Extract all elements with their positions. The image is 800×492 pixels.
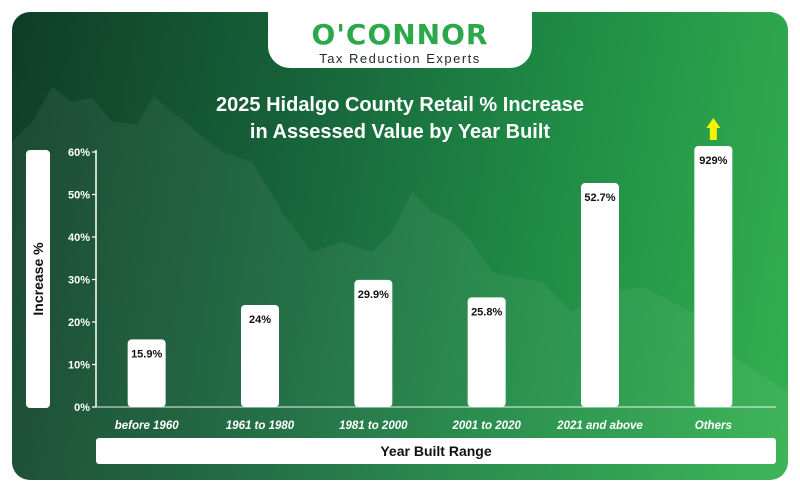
chart-title: 2025 Hidalgo County Retail % Increase in… xyxy=(12,92,788,146)
data-label: 52.7% xyxy=(584,192,615,204)
x-tick-label: 1961 to 1980 xyxy=(226,420,295,432)
logo-tagline: Tax Reduction Experts xyxy=(319,51,481,66)
data-label: 29.9% xyxy=(358,289,389,301)
y-tick-label: 10% xyxy=(68,360,90,372)
data-label: 929% xyxy=(699,155,727,167)
chart-card: O'CONNOR Tax Reduction Experts 2025 Hida… xyxy=(12,12,788,480)
y-tick-label: 0% xyxy=(74,402,90,414)
data-label: 24% xyxy=(249,314,271,326)
y-tick-label: 30% xyxy=(68,275,90,287)
x-tick-label: 1981 to 2000 xyxy=(339,420,408,432)
logo: O'CONNOR Tax Reduction Experts xyxy=(268,12,532,68)
x-tick-label: 2001 to 2020 xyxy=(451,420,521,432)
chart-title-line-2: in Assessed Value by Year Built xyxy=(249,121,551,143)
logo-wordmark: O'CONNOR xyxy=(311,18,489,51)
y-tick-label: 50% xyxy=(68,190,90,202)
x-tick-label: 2021 and above xyxy=(556,420,643,432)
bar-2021-and-above xyxy=(581,183,619,407)
y-axis-label-box xyxy=(26,150,50,408)
bar-before-1960 xyxy=(127,339,166,407)
x-tick-label: Others xyxy=(695,420,732,432)
data-label: 25.8% xyxy=(471,306,502,318)
overflow-arrow-icon xyxy=(706,118,721,140)
data-label: 15.9% xyxy=(131,348,162,360)
x-tick-label: before 1960 xyxy=(115,420,180,432)
x-axis-label: Year Built Range xyxy=(96,438,776,464)
bar-1961-to-1980 xyxy=(241,305,279,407)
bar-others xyxy=(694,146,733,407)
bar-chart: 0% 10% 20% 30% 40% 50% 60% 15.9% before 1960 24% 1… xyxy=(68,118,776,432)
y-tick-label: 60% xyxy=(68,147,90,159)
bar-1981-to-2000 xyxy=(354,279,393,407)
bar-2001-to-2020 xyxy=(467,297,506,407)
chart-title-line-1: 2025 Hidalgo County Retail % Increase xyxy=(216,94,584,116)
y-tick-label: 40% xyxy=(68,232,90,244)
y-tick-label: 20% xyxy=(68,317,90,329)
